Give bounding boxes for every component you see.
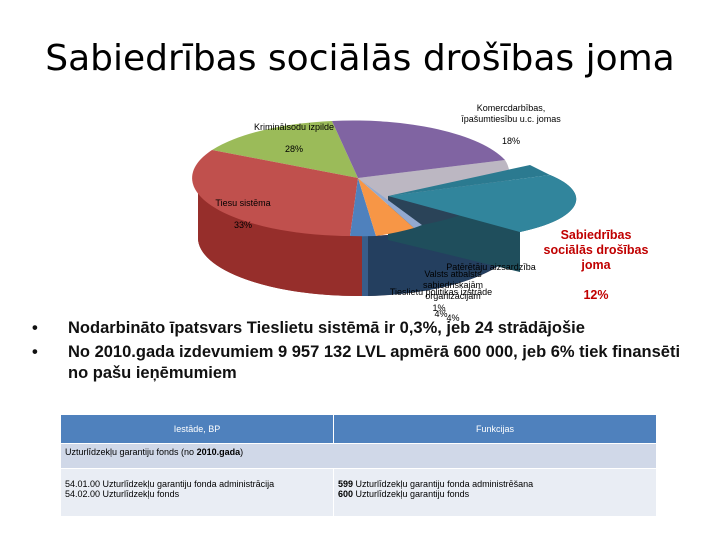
table-row: Uzturlīdzekļu garantiju fonds (no 2010.g… [60,443,657,469]
label-tiesu-sistema: Tiesu sistēma 33% [198,187,288,231]
label-tiesu-sistema-value: 33% [233,220,252,230]
pie-slice-komercdarbibas [332,120,505,178]
table-cell-line: Uzturlīdzekļu garantiju fonds [353,489,470,499]
pie-side-wall-blue [362,236,368,296]
table-row: 54.01.00 Uzturlīdzekļu garantiju fonda a… [60,468,657,517]
label-kriminalsodu-value: 28% [284,144,303,154]
bullet-list: Nodarbināto īpatsvars Tieslietu sistēmā … [32,318,692,387]
table-section-prefix: Uzturlīdzekļu garantiju fonds (no [65,447,197,457]
pie-slice-sabiedribas-exploded [388,175,577,232]
functions-table: Iestāde, BP Funkcijas Uzturlīdzekļu gara… [60,414,657,517]
table-header-iestade: Iestāde, BP [60,414,334,444]
bullet-item: No 2010.gada izdevumiem 9 957 132 LVL ap… [32,342,692,384]
label-one-percent: 1% [424,292,454,314]
label-tieslietu-politikas: Tieslietu politikas izstrāde 4% [380,276,502,320]
pie-slice-sabiedribas-exploded-top [388,165,550,196]
label-tieslietu-politikas-value: 4% [434,309,448,319]
pie-slice-tiesu-sistema [192,150,358,236]
bullet-item: Nodarbināto īpatsvars Tieslietu sistēmā … [32,318,692,339]
label-komercdarbibas: Komercdarbības, īpašumtiesību u.c. jomas… [448,92,574,147]
table-cell-code: 600 [338,489,354,499]
pie-slice-tieslietu-politikas [350,178,376,237]
label-komercdarbibas-name: Komercdarbības, īpašumtiesību u.c. jomas [461,103,561,124]
label-komercdarbibas-value: 18% [501,136,520,146]
pie-side-wall-front-left [198,178,362,297]
table-header-funkcijas: Funkcijas [333,414,657,444]
table-cell-code: 599 [338,479,354,489]
slide-title: Sabiedrības sociālās drošības joma [45,38,675,79]
label-kriminalsodu: Kriminālsodu izpilde 28% [234,111,354,155]
label-sabiedribas-name: Sabiedrības sociālās drošības joma [543,228,649,272]
exploded-side-front [388,196,520,272]
table-cell-iestade: 54.01.00 Uzturlīdzekļu garantiju fonda a… [60,468,334,517]
table-section-row: Uzturlīdzekļu garantiju fonds (no 2010.g… [60,443,657,469]
table-cell-funkcijas: 599 Uzturlīdzekļu garantiju fonda admini… [333,468,657,517]
label-valsts-atbalsts-name: Valsts atbalsts sabiedriskajām organizāc… [422,269,484,301]
label-tiesu-sistema-name: Tiesu sistēma [215,198,271,208]
pie-slice-pateretaju [358,178,422,228]
label-kriminalsodu-name: Kriminālsodu izpilde [253,122,335,132]
pie-chart [192,120,577,297]
label-pateretaju: Patērētāju aizsardzība [436,251,546,273]
table-cell-line: Uzturlīdzekļu garantiju fonda administrē… [353,479,534,489]
label-sabiedribas-highlight: Sabiedrības sociālās drošības joma 12% [538,213,654,303]
table-cell-line: 54.02.00 Uzturlīdzekļu fonds [65,489,180,499]
pie-slice-kriminalsodu [212,121,358,178]
table-cell-line: 54.01.00 Uzturlīdzekļu garantiju fonda a… [65,479,275,489]
label-tieslietu-politikas-name: Tieslietu politikas izstrāde [389,287,493,297]
pie-slice-valsts-atbalsts [358,178,414,236]
label-pateretaju-name: Patērētāju aizsardzība [446,262,536,272]
table-section-suffix: ) [240,447,244,457]
label-sabiedribas-value: 12% [583,288,609,302]
label-one-percent-value: 1% [432,303,446,313]
table-section-year: 2010.gada [196,447,241,457]
